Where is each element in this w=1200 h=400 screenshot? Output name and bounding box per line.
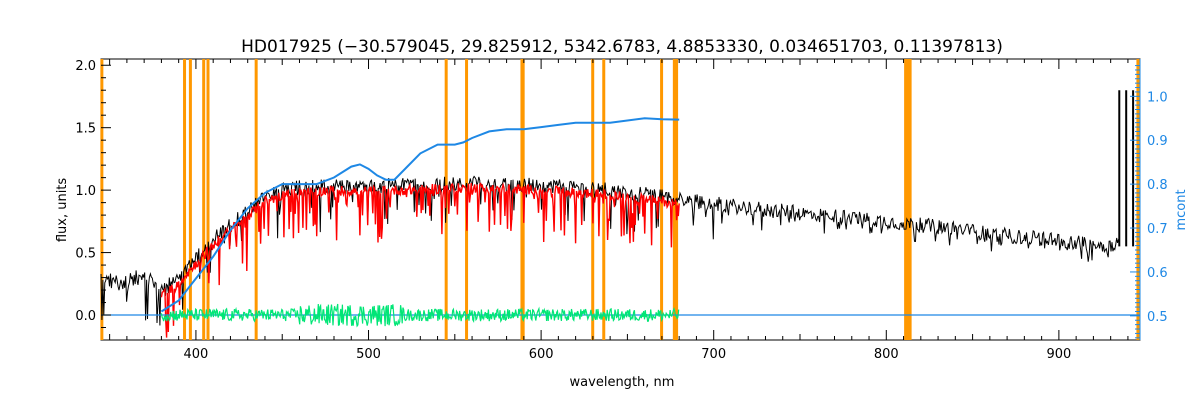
residual-line	[160, 303, 680, 328]
y-tick-label: 1.0	[75, 184, 96, 199]
residual-series	[101, 303, 1140, 328]
y2-tick-label: 0.7	[1147, 222, 1168, 237]
y-tick-label: 0.0	[75, 309, 96, 324]
x-tick-label: 800	[874, 347, 899, 362]
observed-line	[100, 175, 1120, 326]
y2-axis-label: mcont	[1174, 189, 1189, 230]
chart-title: HD017925 (−30.579045, 29.825912, 5342.67…	[241, 37, 1003, 57]
x-tick-label: 400	[184, 347, 209, 362]
y-tick-label: 2.0	[75, 59, 96, 74]
observed-spectrum	[100, 90, 1135, 326]
x-tick-label: 600	[529, 347, 554, 362]
model-spectrum	[160, 182, 680, 338]
x-tick-label: 900	[1046, 347, 1071, 362]
x-axis: 400 500 600 700 800 900	[109, 59, 1129, 362]
y-axis-left: 0.0 0.5 1.0 1.5 2.0	[75, 59, 111, 329]
y2-tick-label: 1.0	[1147, 90, 1168, 105]
y-tick-label: 0.5	[75, 247, 96, 262]
model-line	[160, 182, 680, 338]
y2-tick-label: 0.8	[1147, 178, 1168, 193]
y2-tick-label: 0.9	[1147, 134, 1168, 149]
y2-tick-label: 0.6	[1147, 266, 1168, 281]
x-tick-label: 700	[701, 347, 726, 362]
y-axis-right: 0.5 0.6 0.7 0.8 0.9 1.0	[1130, 59, 1168, 340]
y-tick-label: 1.5	[75, 122, 96, 137]
continuum-series	[160, 117, 680, 313]
x-tick-label: 500	[356, 347, 381, 362]
x-axis-label: wavelength, nm	[570, 375, 675, 390]
y-axis-label: flux, units	[55, 178, 70, 243]
y2-tick-label: 0.5	[1147, 310, 1168, 325]
continuum-line	[160, 117, 680, 313]
